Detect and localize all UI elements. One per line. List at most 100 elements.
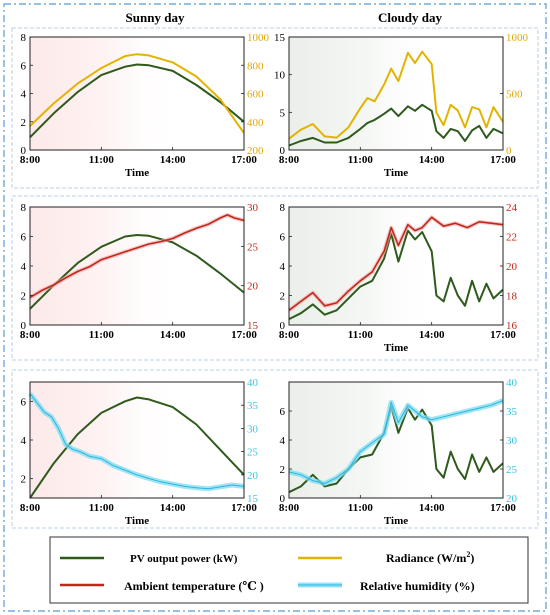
panel-1-ytick-right-label-1: 400: [247, 117, 264, 129]
panel-3-xtick-label-0: 8:00: [20, 329, 41, 341]
panel-6-ytick-left-label-2: 4: [280, 435, 286, 447]
panel-1-ytick-right-label-2: 600: [247, 89, 264, 101]
panel-1-xlabel: Time: [125, 167, 149, 179]
panel-2-ytick-right-label-2: 1000: [506, 32, 529, 44]
panel-2-series-radiance-line: [288, 50, 504, 140]
panel-5-ytick-right-label-4: 35: [247, 400, 259, 412]
panel-4-series-pv-line: [288, 229, 504, 320]
panel-2-xtick-label-0: 8:00: [279, 154, 300, 166]
panel-5-xtick-label-2: 14:00: [160, 502, 186, 514]
panel-3-background: [30, 207, 244, 325]
panel-3-ytick-right-label-1: 20: [247, 281, 259, 293]
panel-1-ytick-left-label-3: 6: [21, 60, 27, 72]
panel-4-series-temperature-line: [288, 216, 504, 311]
panel-3-xtick-label-3: 17:00: [231, 329, 257, 341]
panel-5-ytick-left-label-1: 4: [21, 435, 27, 447]
panel-2-xtick-label-3: 17:00: [490, 154, 516, 166]
panel-1-series-pv-line: [29, 63, 245, 139]
panel-2-xlabel: Time: [384, 167, 408, 179]
panel-1-xtick-label-2: 14:00: [160, 154, 186, 166]
panel-5-series-pv-line: [29, 396, 245, 499]
panel-6-xlabel: Time: [384, 515, 408, 527]
panel-1-xtick-label-1: 11:00: [89, 154, 115, 166]
panel-6-ytick-left-label-3: 6: [280, 406, 286, 418]
panel-5-xtick-label-1: 11:00: [89, 502, 115, 514]
panel-5-ytick-right-label-1: 20: [247, 470, 259, 482]
panel-2-background: [289, 37, 503, 150]
panel-4-ytick-left-label-4: 8: [280, 202, 286, 214]
panel-6-ytick-left-label-0: 0: [280, 493, 286, 505]
panel-1-ytick-right-label-3: 800: [247, 60, 264, 72]
panel-4-ytick-right-label-1: 18: [506, 291, 518, 303]
panel-2-xtick-label-1: 11:00: [348, 154, 374, 166]
panel-2-series-pv-line: [288, 103, 504, 147]
panel-1-xtick-label-0: 8:00: [20, 154, 41, 166]
legend-radiance-sup: 2: [466, 550, 470, 559]
panel-3-ytick-left-label-3: 6: [21, 232, 27, 244]
legend-radiance-suffix: ): [470, 551, 474, 565]
panel-4-ytick-right-label-3: 22: [506, 232, 517, 244]
outer-frame: [3, 3, 547, 612]
legend-label-humidity: Relative humidity (%): [360, 579, 475, 593]
panel-2-ytick-left-label-2: 10: [274, 70, 286, 82]
panel-3-ytick-right-label-2: 25: [247, 241, 259, 253]
panel-6-xtick-label-3: 17:00: [490, 502, 516, 514]
panel-6-ytick-right-label-1: 25: [506, 464, 518, 476]
panel-4-xtick-label-1: 11:00: [348, 329, 374, 341]
panel-1-series-radiance-line: [29, 53, 245, 134]
panel-4-ytick-left-label-2: 4: [280, 261, 286, 273]
legend-label-radiance: Radiance (W/m2): [386, 550, 474, 565]
panel-3: 8:00 11:00 14:00 17:00 0 2 4 6 8 15 20 25 30: [20, 202, 259, 341]
panel-3-ytick-right-label-3: 30: [247, 202, 259, 214]
panel-4-ytick-left-label-0: 0: [280, 320, 286, 332]
panel-4-ytick-right-label-4: 24: [506, 202, 518, 214]
column-title-sunny: Sunny day: [126, 10, 185, 25]
panel-5-xlabel: Time: [125, 515, 149, 527]
panel-3-xtick-label-1: 11:00: [89, 329, 115, 341]
row-frame-2: [11, 195, 539, 361]
panel-5-xtick-label-3: 17:00: [231, 502, 257, 514]
panel-6-series-pv-line: [288, 405, 504, 494]
panel-6-background: [289, 382, 503, 498]
panel-4-xtick-label-3: 17:00: [490, 329, 516, 341]
panel-1-ytick-right-label-4: 1000: [247, 32, 270, 44]
panel-1-xtick-label-3: 17:00: [231, 154, 257, 166]
panel-5-ytick-right-label-3: 30: [247, 423, 259, 435]
panel-2-ytick-right-label-1: 500: [506, 89, 523, 101]
panel-6-xtick-label-2: 14:00: [419, 502, 445, 514]
panel-3-ytick-left-label-4: 8: [21, 202, 27, 214]
panel-1-ytick-left-label-4: 8: [21, 32, 27, 44]
panel-4-ytick-right-label-0: 16: [506, 320, 518, 332]
panel-6-ytick-right-label-4: 40: [506, 377, 518, 389]
legend-box: [49, 536, 529, 604]
column-title-cloudy: Cloudy day: [378, 10, 442, 25]
panel-4-xlabel: Time: [384, 342, 408, 354]
panel-3-ytick-left-label-2: 4: [21, 261, 27, 273]
panel-5-ytick-left-label-0: 2: [21, 474, 27, 486]
panel-3-ytick-right-label-0: 15: [247, 320, 259, 332]
panel-1-ytick-left-label-2: 4: [21, 89, 27, 101]
panel-6-ytick-right-label-3: 35: [506, 406, 518, 418]
panel-4-xtick-label-0: 8:00: [279, 329, 300, 341]
panel-5-ytick-right-label-0: 15: [247, 493, 259, 505]
panel-1: 8:00 11:00 14:00 17:00 0 2 4 6 8 200 400 600 800 1000…: [20, 32, 270, 179]
panel-2-ytick-right-label-0: 0: [506, 145, 512, 157]
legend: PV output power (kW) Radiance (W/m2) Amb…: [49, 536, 529, 604]
legend-label-pv: PV output power (kW): [130, 553, 238, 565]
panel-5-xtick-label-0: 8:00: [20, 502, 41, 514]
panel-5: 8:00 11:00 14:00 17:00 2 4 6 15 20 25 30 35 40 Time: [20, 377, 259, 527]
chart-panels: 8:00 11:00 14:00 17:00024682004006008001000…: [20, 32, 529, 527]
panel-6: 8:00 11:00 14:00 17:00 0 2 4 6 20 25 30 35 40 Time: [279, 377, 518, 527]
panel-3-series-pv-line: [29, 234, 245, 310]
panel-4-ytick-right-label-2: 20: [506, 261, 518, 273]
panel-5-ytick-right-label-5: 40: [247, 377, 259, 389]
panel-1-ytick-left-label-0: 0: [21, 145, 27, 157]
panel-2-xtick-label-2: 14:00: [419, 154, 445, 166]
panel-5-ytick-right-label-2: 25: [247, 447, 259, 459]
panel-3-ytick-left-label-1: 2: [21, 291, 27, 303]
legend-label-temperature: Ambient temperature (℃ ): [124, 579, 264, 593]
panel-2-ytick-left-label-3: 15: [274, 32, 286, 44]
